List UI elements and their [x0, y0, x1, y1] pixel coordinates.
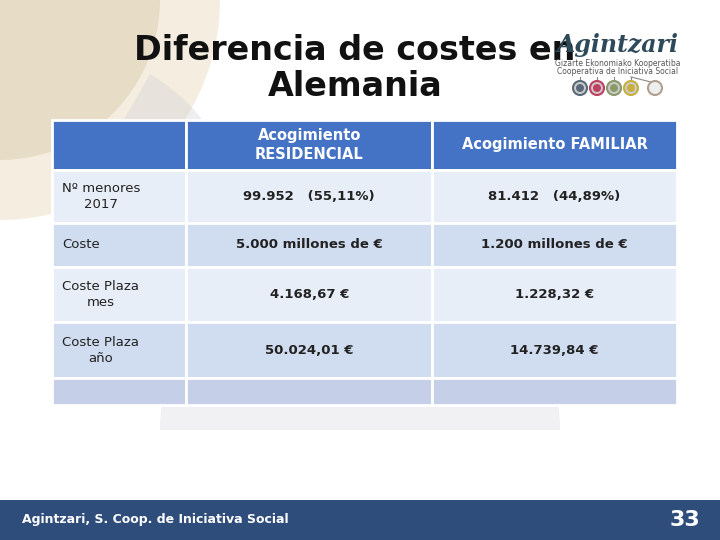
Text: Acogimiento
RESIDENCIAL: Acogimiento RESIDENCIAL	[255, 128, 364, 162]
FancyBboxPatch shape	[52, 378, 186, 405]
Text: Gizarte Ekonomiako Kooperatiba: Gizarte Ekonomiako Kooperatiba	[555, 59, 680, 69]
Text: 4.168,67 €: 4.168,67 €	[269, 288, 349, 301]
Circle shape	[627, 84, 635, 92]
FancyBboxPatch shape	[186, 267, 432, 322]
Text: Diferencia de costes en: Diferencia de costes en	[135, 33, 576, 66]
Text: 5.000 millones de €: 5.000 millones de €	[236, 238, 382, 251]
Text: 50.024,01 €: 50.024,01 €	[265, 343, 354, 356]
FancyBboxPatch shape	[52, 170, 186, 222]
Text: 1.200 millones de €: 1.200 millones de €	[481, 238, 628, 251]
Text: 14.739,84 €: 14.739,84 €	[510, 343, 599, 356]
Circle shape	[573, 81, 587, 95]
Text: Agintzari, S. Coop. de Iniciativa Social: Agintzari, S. Coop. de Iniciativa Social	[22, 514, 289, 526]
FancyBboxPatch shape	[52, 267, 186, 322]
FancyBboxPatch shape	[186, 222, 432, 267]
Text: 99.952   (55,11%): 99.952 (55,11%)	[243, 190, 375, 202]
FancyBboxPatch shape	[432, 120, 677, 170]
Text: 1.228,32 €: 1.228,32 €	[515, 288, 594, 301]
Circle shape	[610, 84, 618, 92]
Text: Coste: Coste	[62, 238, 100, 251]
FancyBboxPatch shape	[186, 322, 432, 378]
Circle shape	[593, 84, 601, 92]
Wedge shape	[0, 0, 220, 220]
FancyBboxPatch shape	[0, 500, 720, 540]
Text: 81.412   (44,89%): 81.412 (44,89%)	[488, 190, 621, 202]
Circle shape	[590, 81, 604, 95]
Text: Nº menores
2017: Nº menores 2017	[62, 182, 140, 211]
FancyBboxPatch shape	[432, 267, 677, 322]
FancyBboxPatch shape	[432, 378, 677, 405]
FancyBboxPatch shape	[52, 322, 186, 378]
FancyBboxPatch shape	[52, 222, 186, 267]
FancyBboxPatch shape	[432, 170, 677, 222]
Wedge shape	[160, 230, 560, 430]
FancyBboxPatch shape	[186, 120, 432, 170]
FancyBboxPatch shape	[186, 170, 432, 222]
Text: Acogimiento FAMILIAR: Acogimiento FAMILIAR	[462, 138, 647, 152]
Wedge shape	[60, 74, 240, 386]
Circle shape	[576, 84, 584, 92]
Text: 33: 33	[670, 510, 700, 530]
Circle shape	[648, 81, 662, 95]
Text: Coste Plaza
mes: Coste Plaza mes	[62, 280, 139, 309]
FancyBboxPatch shape	[52, 120, 186, 170]
Circle shape	[607, 81, 621, 95]
FancyBboxPatch shape	[432, 222, 677, 267]
FancyBboxPatch shape	[432, 322, 677, 378]
Text: Coste Plaza
año: Coste Plaza año	[62, 336, 139, 364]
Text: Alemania: Alemania	[268, 71, 442, 104]
Circle shape	[624, 81, 638, 95]
Text: Cooperativa de Iniciativa Social: Cooperativa de Iniciativa Social	[557, 66, 678, 76]
FancyBboxPatch shape	[186, 378, 432, 405]
Text: Agintzari: Agintzari	[557, 33, 679, 57]
Wedge shape	[0, 0, 160, 160]
